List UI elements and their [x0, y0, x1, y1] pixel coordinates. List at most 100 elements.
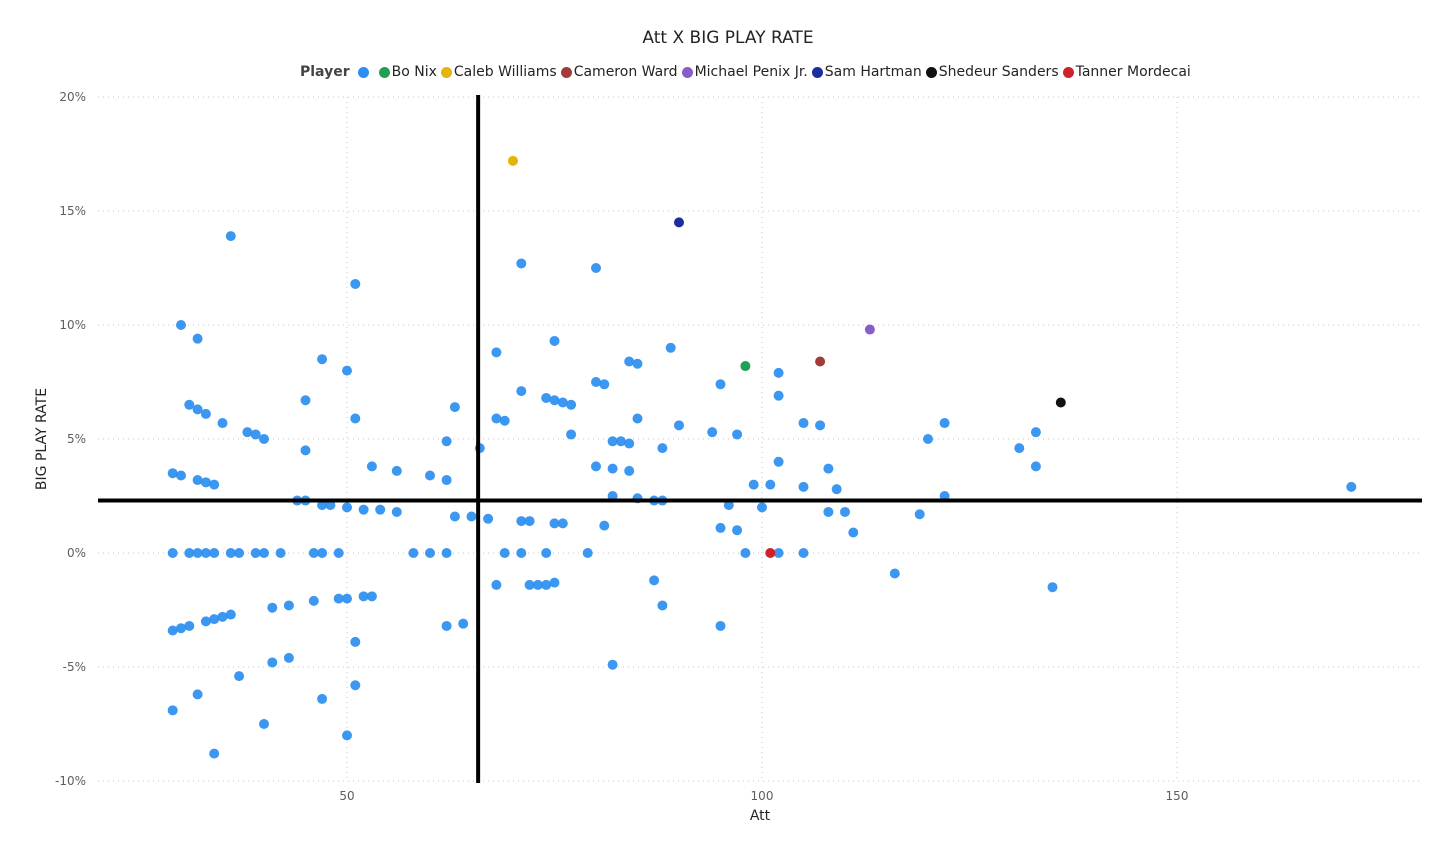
- legend-label: Bo Nix: [391, 64, 437, 80]
- data-point: [317, 354, 328, 365]
- data-point: [267, 657, 278, 668]
- legend-item[interactable]: Tanner Mordecai: [1062, 64, 1191, 80]
- data-point: [192, 475, 203, 486]
- data-point: [176, 320, 186, 330]
- data-point: [607, 491, 618, 501]
- data-point: [259, 434, 269, 444]
- legend-label: Michael Penix Jr.: [694, 64, 808, 80]
- data-point: [624, 356, 635, 367]
- legend-marker: [378, 66, 390, 78]
- y-tick-label: 20%: [59, 90, 86, 104]
- data-point: [217, 418, 228, 429]
- data-point: [350, 680, 361, 691]
- data-point: [217, 611, 228, 622]
- data-point: [657, 443, 668, 454]
- data-point: [1030, 461, 1041, 472]
- y-tick-label: -10%: [55, 774, 86, 788]
- data-point: [1047, 582, 1058, 593]
- legend-item[interactable]: Shedeur Sanders: [925, 64, 1059, 80]
- data-point: [607, 436, 618, 447]
- point-layer: [167, 155, 1357, 759]
- data-point: [184, 620, 195, 631]
- data-point: [375, 504, 386, 515]
- data-point: [840, 506, 850, 517]
- data-point: [342, 593, 352, 604]
- legend-item[interactable]: Bo Nix: [378, 64, 437, 80]
- data-point-sam-hartman: [674, 217, 684, 228]
- legend: Player Bo Nix Caleb Williams Cameron Ward M…: [300, 62, 1195, 82]
- data-point: [425, 470, 435, 481]
- data-point: [798, 548, 809, 558]
- data-point: [524, 579, 535, 590]
- data-point: [715, 379, 726, 390]
- data-point: [607, 659, 618, 670]
- data-point: [939, 491, 950, 501]
- x-tick-label: 150: [1166, 789, 1189, 803]
- legend-label: Sam Hartman: [824, 64, 922, 80]
- data-point: [665, 342, 676, 353]
- data-point: [425, 548, 435, 558]
- data-point: [300, 395, 311, 406]
- data-point: [516, 548, 527, 558]
- data-point: [657, 600, 668, 611]
- data-point: [333, 548, 344, 558]
- data-point: [823, 463, 834, 474]
- data-point: [350, 636, 361, 647]
- data-point-bo-nix: [740, 361, 751, 372]
- data-point: [541, 579, 552, 590]
- data-point: [483, 513, 494, 524]
- data-point: [441, 548, 452, 558]
- data-point-shedeur-sanders: [1055, 397, 1066, 408]
- data-point: [449, 511, 460, 522]
- data-point: [225, 609, 236, 620]
- data-point: [524, 516, 535, 527]
- data-point: [242, 427, 253, 438]
- data-point: [815, 420, 826, 431]
- x-axis-title: Att: [750, 808, 771, 824]
- x-tick-label: 100: [751, 789, 774, 803]
- data-point: [325, 500, 336, 511]
- data-point: [192, 333, 203, 344]
- legend-item[interactable]: [357, 66, 375, 78]
- legend-item[interactable]: Caleb Williams: [440, 64, 557, 80]
- data-point: [391, 465, 402, 476]
- data-point: [516, 386, 527, 397]
- data-point: [889, 568, 900, 579]
- legend-item[interactable]: Cameron Ward: [560, 64, 678, 80]
- data-point: [715, 522, 726, 533]
- legend-label: Caleb Williams: [453, 64, 557, 80]
- data-point: [591, 263, 601, 273]
- data-point: [225, 548, 236, 558]
- data-point: [259, 719, 269, 729]
- data-point: [209, 479, 220, 490]
- data-point: [192, 548, 203, 558]
- data-point: [541, 392, 552, 403]
- x-tick-label: 50: [339, 789, 354, 803]
- legend-label: Shedeur Sanders: [938, 64, 1059, 80]
- data-point: [649, 575, 660, 586]
- data-point: [466, 511, 477, 522]
- reference-lines: [98, 95, 1422, 783]
- data-point: [350, 413, 361, 424]
- data-point: [200, 408, 211, 419]
- legend-label: Tanner Mordecai: [1075, 64, 1191, 80]
- data-point: [250, 548, 261, 558]
- data-point: [342, 502, 352, 513]
- data-point: [342, 730, 352, 741]
- y-tick-label: 15%: [59, 204, 86, 218]
- data-point: [491, 413, 502, 424]
- legend-item[interactable]: Sam Hartman: [811, 64, 922, 80]
- data-point: [333, 593, 344, 604]
- data-point: [408, 548, 419, 558]
- legend-items: Bo Nix Caleb Williams Cameron Ward Michael …: [357, 64, 1195, 80]
- data-point: [773, 456, 784, 467]
- data-point: [549, 395, 560, 406]
- data-point: [491, 579, 502, 590]
- data-point: [317, 693, 328, 704]
- data-point: [632, 413, 643, 424]
- data-point: [923, 434, 933, 444]
- legend-item[interactable]: Michael Penix Jr.: [681, 64, 808, 80]
- data-point: [557, 397, 568, 408]
- data-point: [798, 418, 809, 429]
- data-point: [499, 548, 510, 558]
